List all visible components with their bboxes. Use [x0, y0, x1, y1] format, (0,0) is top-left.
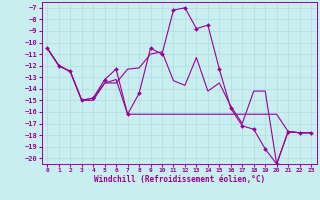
- X-axis label: Windchill (Refroidissement éolien,°C): Windchill (Refroidissement éolien,°C): [94, 175, 265, 184]
